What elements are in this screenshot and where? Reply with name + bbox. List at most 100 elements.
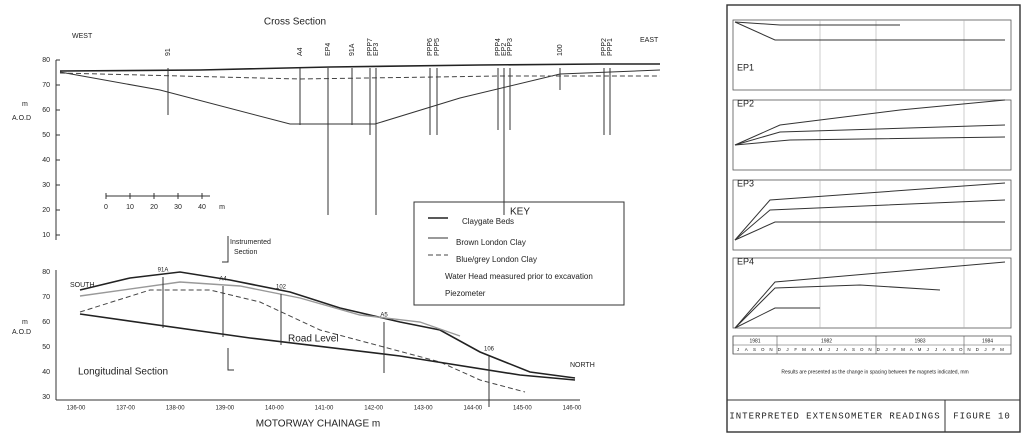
borehole-label: PPP5 xyxy=(434,38,441,56)
cross-title: Cross Section xyxy=(264,17,326,28)
month: A xyxy=(745,347,748,352)
x-label: 142-00 xyxy=(364,406,383,412)
scale-label: 30 xyxy=(174,204,182,211)
borehole-label: EP2 xyxy=(501,43,508,56)
month: S xyxy=(951,347,954,352)
curve xyxy=(734,182,1006,241)
borehole-label: 106 xyxy=(484,347,495,353)
month: A xyxy=(943,347,946,352)
south: SOUTH xyxy=(70,282,95,289)
scale-label: 0 xyxy=(104,204,108,211)
borehole-label: A4 xyxy=(219,277,227,283)
section-mark xyxy=(222,236,229,263)
month: D xyxy=(877,347,881,352)
y-label: 30 xyxy=(42,394,50,401)
month: S xyxy=(753,347,756,352)
x-label: 143-00 xyxy=(414,406,433,412)
y-label: 80 xyxy=(42,269,50,276)
borehole-label: PPP4 xyxy=(495,38,502,56)
borehole-label: 102 xyxy=(276,285,287,291)
east: EAST xyxy=(640,37,659,44)
instrumented: Instrumented xyxy=(230,239,271,246)
x-label: 137-00 xyxy=(116,406,135,412)
x-label: 139-00 xyxy=(215,406,234,412)
month: M xyxy=(918,347,922,352)
curve xyxy=(734,21,900,26)
key-title: KEY xyxy=(510,207,530,218)
curve xyxy=(734,136,1006,146)
y-label: 10 xyxy=(42,232,50,239)
y-label: 40 xyxy=(42,369,50,376)
month: A xyxy=(811,347,814,352)
borehole-label: PPP6 xyxy=(427,38,434,56)
x-label: 136-00 xyxy=(67,406,86,412)
borehole-label: PPP1 xyxy=(607,38,614,56)
x-title: MOTORWAY CHAINAGE m xyxy=(256,419,380,430)
instrumented: Section xyxy=(234,249,257,256)
claygate xyxy=(79,281,461,337)
scale-label: 10 xyxy=(126,204,134,211)
month: S xyxy=(852,347,855,352)
month: F xyxy=(893,347,896,352)
x-label: 138-00 xyxy=(166,406,185,412)
unit: m xyxy=(22,101,28,108)
borehole-label: EP3 xyxy=(373,43,380,56)
month: M xyxy=(802,347,806,352)
month: O xyxy=(761,347,765,352)
y-label: 80 xyxy=(42,57,50,64)
year: 1983 xyxy=(914,338,925,344)
month: J xyxy=(786,347,788,352)
month: N xyxy=(967,347,970,352)
key-box xyxy=(413,201,625,306)
unit: m xyxy=(22,319,28,326)
borehole-label: EP4 xyxy=(325,43,332,56)
panel xyxy=(732,99,1012,171)
x-label: 145-00 xyxy=(513,406,532,412)
long-title: Longitudinal Section xyxy=(78,367,168,378)
scale-label: 40 xyxy=(198,204,206,211)
section-mark xyxy=(227,348,234,371)
month: D xyxy=(976,347,980,352)
borehole-label: 91A xyxy=(349,43,356,56)
key-item: Brown London Clay xyxy=(456,238,526,247)
panel xyxy=(732,257,1012,329)
west: WEST xyxy=(72,33,93,40)
month: F xyxy=(992,347,995,352)
month: J xyxy=(935,347,937,352)
month: N xyxy=(868,347,871,352)
borehole-label: 91A xyxy=(158,268,169,274)
water-line xyxy=(59,72,660,80)
month: A xyxy=(910,347,913,352)
scale-label: 20 xyxy=(150,204,158,211)
month: M xyxy=(901,347,905,352)
y-label: 50 xyxy=(42,344,50,351)
road-label: Road Level xyxy=(288,334,339,345)
y-label: 60 xyxy=(42,107,50,114)
month: J xyxy=(927,347,929,352)
month: F xyxy=(794,347,797,352)
borehole-label: PPP7 xyxy=(367,38,374,56)
y-label: 70 xyxy=(42,82,50,89)
year: 1982 xyxy=(821,338,832,344)
borehole-label: 91 xyxy=(165,48,172,56)
y-label: 40 xyxy=(42,157,50,164)
datum: A.O.D xyxy=(12,329,31,336)
curve xyxy=(734,284,941,329)
key-item: Claygate Beds xyxy=(462,217,514,226)
month: O xyxy=(860,347,864,352)
x-label: 141-00 xyxy=(315,406,334,412)
road xyxy=(79,313,576,381)
panel-label: EP2 xyxy=(737,98,754,108)
curve xyxy=(734,21,1005,41)
frame xyxy=(726,4,1021,433)
x-label: 144-00 xyxy=(463,406,482,412)
curve xyxy=(734,99,1006,146)
year: 1984 xyxy=(982,338,993,344)
water-line xyxy=(79,289,526,393)
month: J xyxy=(737,347,739,352)
ground xyxy=(59,63,660,72)
key-item: Piezometer xyxy=(445,289,486,298)
month: J xyxy=(885,347,887,352)
